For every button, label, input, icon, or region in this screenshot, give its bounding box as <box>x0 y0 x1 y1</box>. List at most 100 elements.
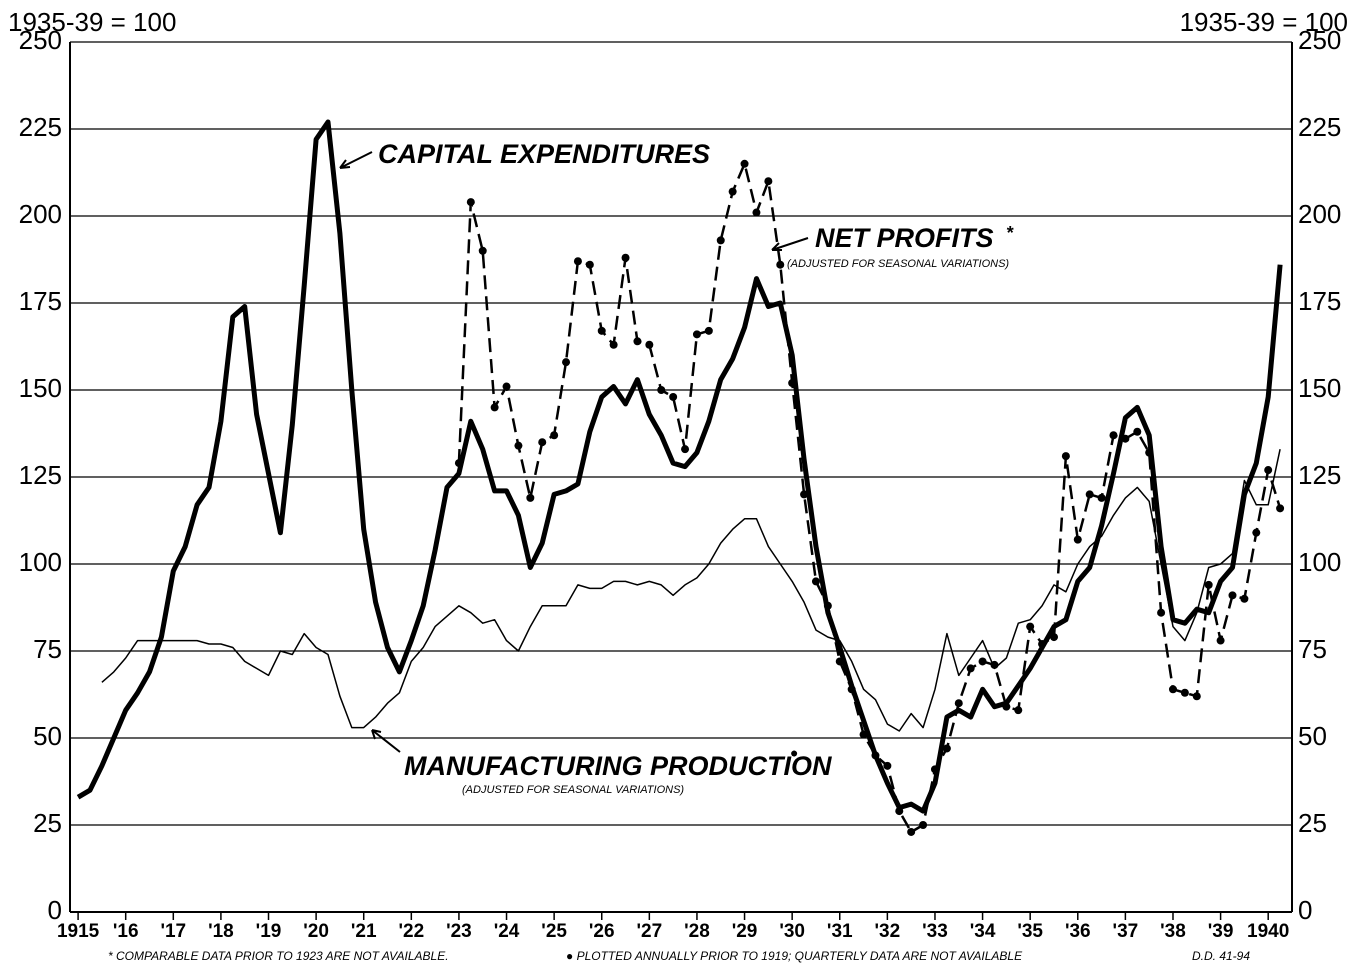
y-tick-label: 25 <box>33 808 62 838</box>
x-tick-label: '25 <box>541 921 567 942</box>
x-tick-label: '29 <box>732 921 758 942</box>
series-line <box>76 119 1283 814</box>
x-tick-label: '31 <box>827 921 853 942</box>
point <box>454 459 463 468</box>
point <box>1157 608 1166 617</box>
point <box>1073 535 1082 544</box>
annotation: NET PROFITS <box>815 223 994 253</box>
series-line <box>457 162 1282 834</box>
x-tick-label: '30 <box>779 921 805 942</box>
point <box>1121 434 1130 443</box>
y-tick-label: 75 <box>33 634 62 664</box>
point <box>776 260 785 269</box>
point <box>764 177 773 186</box>
code: D.D. 41-94 <box>1192 949 1250 963</box>
point <box>1038 640 1047 649</box>
x-tick-label: '34 <box>970 921 996 942</box>
point <box>514 441 523 450</box>
x-tick-label: 1940 <box>1247 921 1289 942</box>
y-tick-label: 175 <box>19 286 62 316</box>
point <box>907 827 916 836</box>
point <box>538 438 547 447</box>
point <box>895 807 904 816</box>
point <box>1049 633 1058 642</box>
y2-tick-label: 150 <box>1298 373 1341 403</box>
y2-tick-label: 50 <box>1298 721 1327 751</box>
footnote-mark: * <box>1006 223 1014 243</box>
point <box>1085 490 1094 499</box>
point <box>502 382 511 391</box>
arrow <box>339 151 373 169</box>
footnote: * COMPARABLE DATA PRIOR TO 1923 ARE NOT … <box>108 949 449 963</box>
point <box>1109 431 1118 440</box>
x-tick-label: 1915 <box>57 921 100 942</box>
x-tick-label: '27 <box>637 921 663 942</box>
point <box>871 751 880 760</box>
point <box>1133 427 1142 436</box>
x-tick-label: '26 <box>589 921 615 942</box>
point <box>752 208 761 217</box>
point <box>1204 580 1213 589</box>
y2-tick-label: 100 <box>1298 547 1341 577</box>
arrow <box>371 729 401 753</box>
point <box>478 246 487 255</box>
series-line <box>101 449 1281 732</box>
point <box>716 236 725 245</box>
point <box>954 699 963 708</box>
point <box>526 493 535 502</box>
point <box>942 744 951 753</box>
y2-tick-label: 225 <box>1298 112 1341 142</box>
point <box>788 379 797 388</box>
y-tick-label: 0 <box>48 895 62 925</box>
point <box>740 159 749 168</box>
x-tick-label: '39 <box>1208 921 1234 942</box>
point <box>1002 702 1011 711</box>
x-tick-label: '33 <box>922 921 948 942</box>
point <box>1180 688 1189 697</box>
y2-tick-label: 175 <box>1298 286 1341 316</box>
x-tick-label: '24 <box>494 921 520 942</box>
point <box>633 337 642 346</box>
point <box>800 490 809 499</box>
point <box>1145 448 1154 457</box>
x-tick-label: '20 <box>303 921 329 942</box>
y2-tick-label: 125 <box>1298 460 1341 490</box>
point <box>1216 636 1225 645</box>
point <box>859 730 868 739</box>
point <box>1240 594 1249 603</box>
point <box>609 340 618 349</box>
annotation: MANUFACTURING PRODUCTION <box>404 751 832 781</box>
x-tick-label: '16 <box>113 921 139 942</box>
y2-tick-label: 25 <box>1298 808 1327 838</box>
point <box>1276 504 1285 513</box>
x-tick-label: '18 <box>208 921 234 942</box>
y2-tick-label: 200 <box>1298 199 1341 229</box>
y-axis-label: 1935-39 = 100 <box>8 7 176 37</box>
point <box>657 386 666 394</box>
point <box>692 330 701 339</box>
annotation: CAPITAL EXPENDITURES <box>378 139 710 169</box>
point <box>847 685 856 694</box>
x-tick-label: '36 <box>1065 921 1091 942</box>
y-tick-label: 200 <box>19 199 62 229</box>
y2-tick-label: 0 <box>1298 895 1312 925</box>
x-tick-label: '32 <box>875 921 901 942</box>
x-tick-label: '21 <box>351 921 377 942</box>
point <box>1252 528 1261 537</box>
x-tick-label: '38 <box>1160 921 1186 942</box>
y-tick-label: 225 <box>19 112 62 142</box>
point <box>669 392 678 401</box>
point <box>550 431 559 440</box>
point <box>823 601 832 610</box>
point <box>930 765 939 774</box>
point <box>645 340 654 349</box>
point <box>1097 493 1106 502</box>
y-tick-label: 100 <box>19 547 62 577</box>
x-tick-label: '35 <box>1017 921 1043 942</box>
point <box>835 657 844 666</box>
y-tick-label: 150 <box>19 373 62 403</box>
point <box>966 664 975 673</box>
annotation-note: (ADJUSTED FOR SEASONAL VARIATIONS) <box>462 784 684 796</box>
point <box>573 257 582 266</box>
